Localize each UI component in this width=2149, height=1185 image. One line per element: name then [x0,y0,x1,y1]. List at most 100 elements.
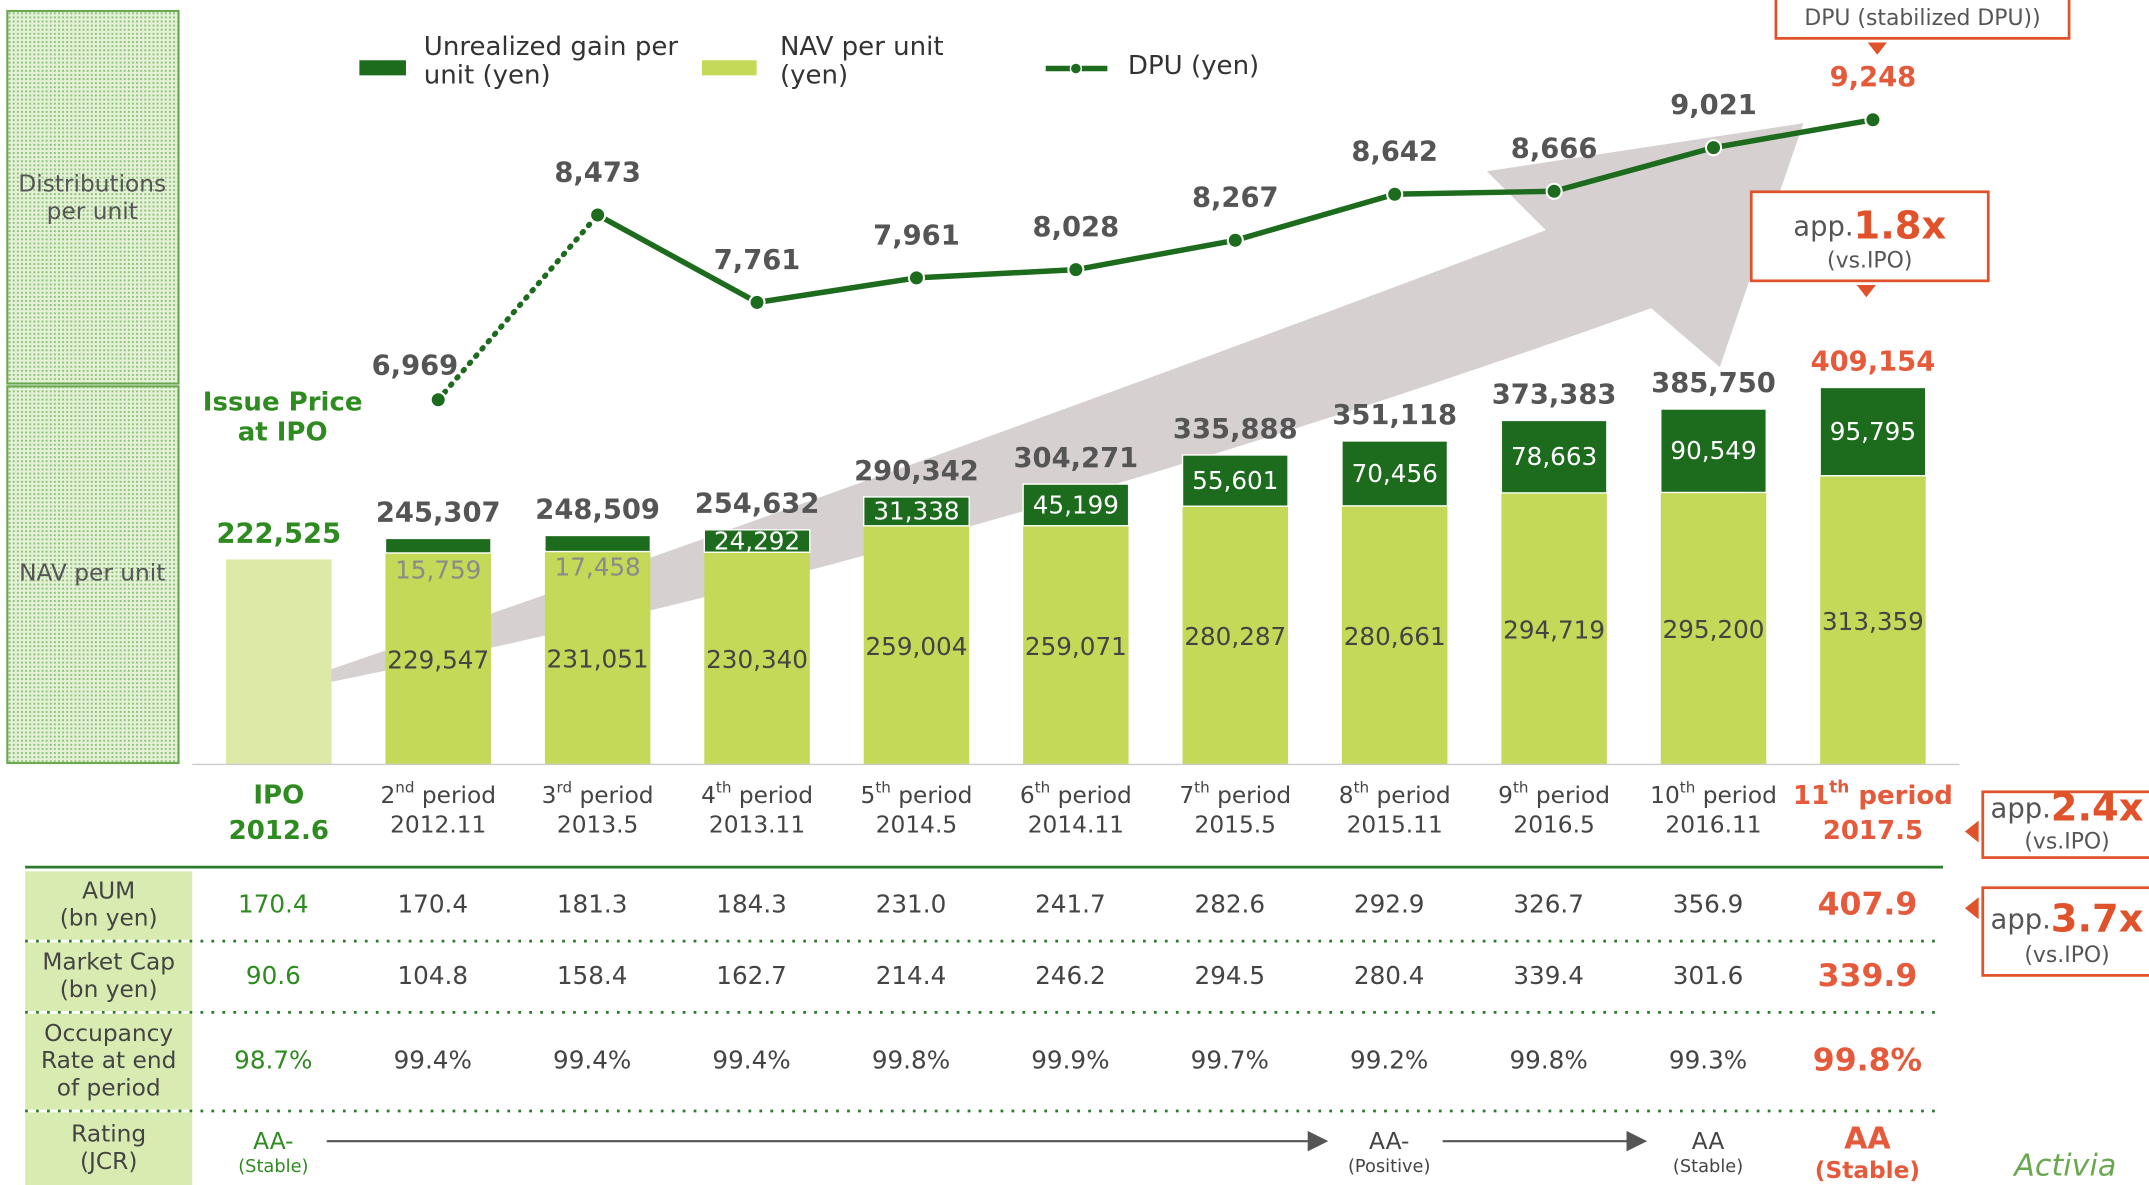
gain-value-label: 45,199 [1033,490,1119,519]
row-label-bg [25,1112,193,1185]
logo: Activia [2012,1149,2116,1184]
callout-value: app.2.4x [1991,785,2144,830]
gain-value-label: 95,795 [1830,417,1916,446]
table-cell: 99.8% [1813,1043,1922,1079]
x-tick-date: 2013.11 [709,812,805,839]
gain-value-label: 90,549 [1670,436,1756,465]
table-cell: 184.3 [716,890,787,919]
nav-bar [1820,475,1926,765]
rating-grade: AA [1844,1121,1891,1156]
table-cell: 99.3% [1669,1046,1747,1075]
rating-outlook: (Positive) [1348,1156,1431,1177]
callout-note: (vs.IPO) [2024,830,2109,855]
table-cell: 99.8% [1509,1046,1587,1075]
table-cell: 292.9 [1354,890,1425,919]
dpu-point [1704,139,1723,157]
row-label: Rate at end [41,1047,176,1074]
gain-bar [1022,483,1130,527]
table-cell: 99.2% [1350,1046,1428,1075]
dpu-line-dotted [435,212,601,403]
row-label: of period [57,1075,161,1102]
x-tick-label: 6th period [1020,778,1132,808]
gain-value-label: 17,458 [555,552,641,581]
nav-bar [1182,506,1289,765]
table-cell: 162.7 [716,961,787,990]
total-label: 351,118 [1332,400,1457,431]
table-cell: 170.4 [397,890,468,919]
x-tick-date: 2014.5 [876,812,957,839]
nav-bar [863,525,970,765]
table-cell: 158.4 [557,961,628,990]
dpu-point [907,269,926,287]
dpu-point [429,391,447,409]
table-cell: 280.4 [1354,961,1425,990]
issue-price-note: Issue Price [203,387,363,417]
legend-label: DPU (yen) [1128,52,1259,80]
gain-value-label: 55,601 [1192,466,1278,495]
row-label: Occupancy [44,1020,173,1047]
row-label: (bn yen) [60,976,158,1003]
nav-value-label: 231,051 [547,645,649,674]
rating-grade: AA- [1369,1128,1409,1155]
table-cell: 98.7% [234,1046,312,1075]
table-cell: 181.3 [557,890,628,919]
table-cell: 231.0 [876,890,947,919]
gain-bar [1181,454,1289,507]
row-label-bg [25,1013,193,1110]
x-tick-date: 2012.6 [229,816,329,846]
table-cell: 99.4% [712,1046,790,1075]
dpu-value-label: 7,761 [714,245,801,276]
total-label: 245,307 [376,497,501,528]
x-tick-date: 2013.5 [557,812,638,839]
table-cell: 99.8% [872,1046,950,1075]
gain-bar [1819,386,1927,477]
side-panel-label: per unit [47,198,138,225]
x-tick-label: 11th period [1793,777,1953,811]
dpu-value-label: 8,666 [1511,134,1598,165]
dpu-value-label: 8,267 [1192,183,1279,214]
callout-number: 1.8x [1854,203,1947,248]
legend-label: NAV per unit (yen) [779,32,944,91]
nav-value-label: 294,719 [1503,615,1605,644]
total-label: 373,383 [1492,379,1617,410]
callout-box [1981,790,2149,859]
rating-outlook: (Stable) [1815,1157,1920,1184]
table-cell: 326.7 [1513,890,1584,919]
table-cell: 356.9 [1673,890,1744,919]
side-panel-label: Distributions [18,170,166,197]
nav-value-label: 230,340 [706,645,808,674]
side-panel-label: NAV per unit [19,560,165,587]
x-tick-label: 7th period [1179,778,1291,808]
rating-grade: AA- [253,1128,293,1155]
x-tick-label: 2nd period [380,778,496,808]
dpu-value-label: 6,969 [372,350,459,381]
dpu-value-label: 7,961 [873,220,960,251]
total-label: 304,271 [1014,443,1139,474]
nav-bar [226,559,332,765]
nav-bar [385,552,491,765]
dpu-point [589,206,607,224]
table-cell: 294.5 [1195,961,1266,990]
legend-label-text: NAV per unit (yen) [779,32,944,91]
dpu-value-label: 8,473 [554,157,641,188]
table-cell: 282.6 [1195,890,1266,919]
pointer [1964,897,1979,920]
legend-swatch [1069,62,1083,75]
dpu-value-label: 8,642 [1351,137,1438,168]
row-label: (bn yen) [60,905,158,932]
callout-prefix: app. [1991,793,2051,824]
gain-bar [1500,419,1608,494]
gain-value-label: 31,338 [873,497,959,526]
table-cell: 99.7% [1191,1046,1269,1075]
x-tick-label: 3rd period [542,778,654,808]
table-cell: 246.2 [1035,961,1106,990]
x-tick-label: IPO [253,780,304,810]
x-tick-date: 2012.11 [390,812,486,839]
table-cell: 104.8 [397,961,468,990]
pointer [1867,42,1887,55]
nav-bar [1023,525,1129,765]
rating-outlook: (Stable) [1673,1156,1743,1177]
row-label: (JCR) [80,1148,137,1175]
row-label: Market Cap [42,949,175,976]
